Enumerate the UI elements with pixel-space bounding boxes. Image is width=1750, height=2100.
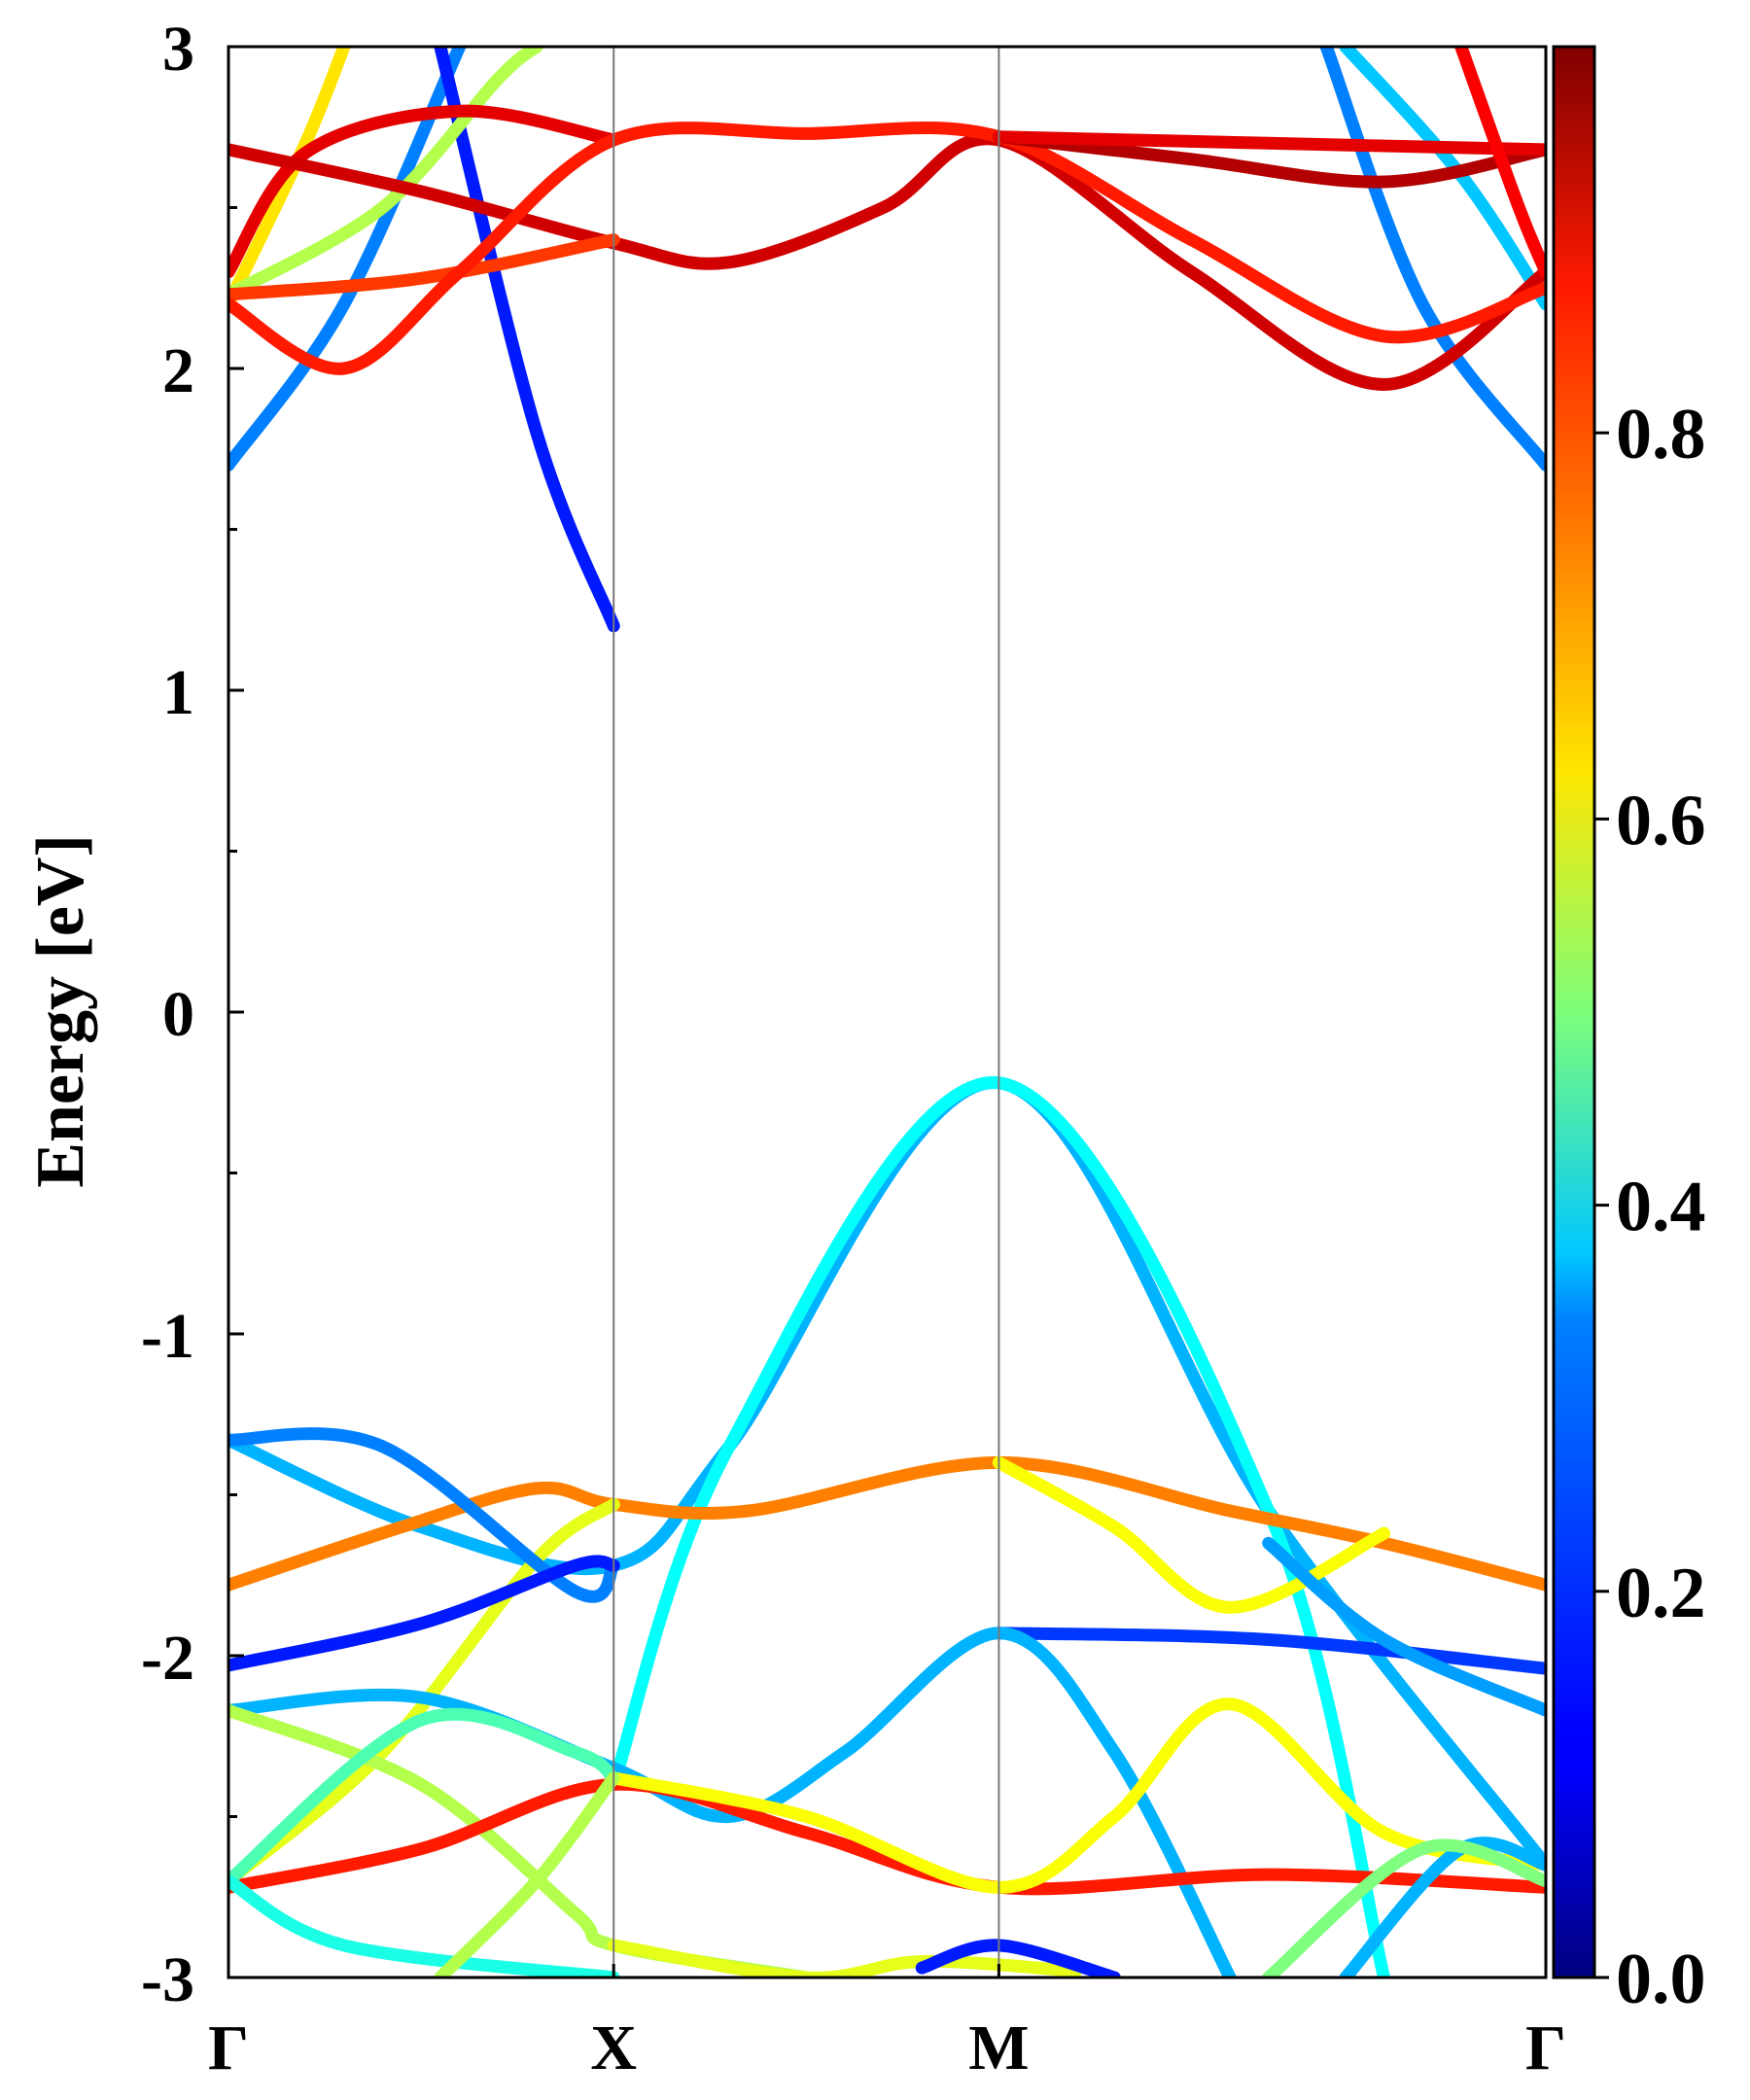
band-lines: [228, 47, 1546, 1978]
y-axis-ticks: -3 -2 -1 0 1 2 3: [141, 14, 244, 2015]
colorbar-tick-label: 0.2: [1616, 1554, 1706, 1633]
band-line-32: [992, 130, 1546, 157]
band-line-3: [228, 1455, 1546, 1592]
band-line-31: [992, 130, 1546, 189]
colorbar-ticks: 0.0 0.2 0.4 0.6 0.8: [1594, 395, 1706, 2019]
band-line-7: [228, 1555, 620, 1672]
band-line-21: [228, 47, 467, 472]
band-line-26: [228, 47, 543, 301]
x-tick-label: Γ: [1525, 2012, 1566, 2083]
x-tick-label: M: [968, 2012, 1029, 2083]
high-symmetry-lines: [612, 47, 1000, 1978]
band-line-28: [228, 132, 1546, 391]
band-line-18: [1262, 1838, 1546, 1978]
colorbar: [1552, 45, 1596, 1979]
x-tick-label: Γ: [208, 2012, 249, 2083]
band-line-19: [607, 1939, 1083, 1978]
y-tick-label: -3: [141, 1944, 194, 2015]
y-tick-label: 2: [162, 335, 194, 406]
band-line-9: [1262, 1536, 1546, 1717]
y-tick-label: 3: [162, 14, 194, 85]
band-line-14: [228, 1707, 620, 1888]
band-line-30: [228, 122, 1546, 375]
y-tick-label: 1: [162, 657, 194, 728]
band-line-27: [228, 104, 620, 279]
band-line-13: [607, 1698, 1546, 1894]
band-line-15: [228, 1874, 620, 1978]
colorbar-tick-label: 0.8: [1616, 395, 1706, 474]
band-line-10: [228, 1627, 1237, 1978]
y-tick-label: 0: [162, 979, 194, 1050]
band-line-5: [992, 1455, 1391, 1614]
band-line-16: [434, 1771, 620, 1978]
y-tick-label: -1: [141, 1301, 194, 1372]
band-line-29: [228, 233, 620, 301]
band-line-4: [228, 1497, 620, 1888]
plot-frame: [227, 45, 1548, 1979]
band-line-23: [1319, 47, 1546, 472]
y-axis-title: Energy [eV]: [23, 834, 98, 1188]
band-line-2: [607, 1076, 1391, 1978]
band-line-1: [228, 1076, 1546, 1872]
y-tick-label: -2: [141, 1623, 194, 1694]
colorbar-tick-label: 0.6: [1616, 781, 1706, 860]
band-line-33: [1454, 47, 1546, 279]
band-line-6: [228, 1427, 620, 1603]
colorbar-tick-label: 0.0: [1616, 1940, 1706, 2019]
band-line-8: [992, 1627, 1546, 1675]
band-line-12: [228, 1777, 1546, 1896]
x-tick-label: X: [590, 2012, 637, 2083]
colorbar-tick-label: 0.4: [1616, 1168, 1706, 1247]
